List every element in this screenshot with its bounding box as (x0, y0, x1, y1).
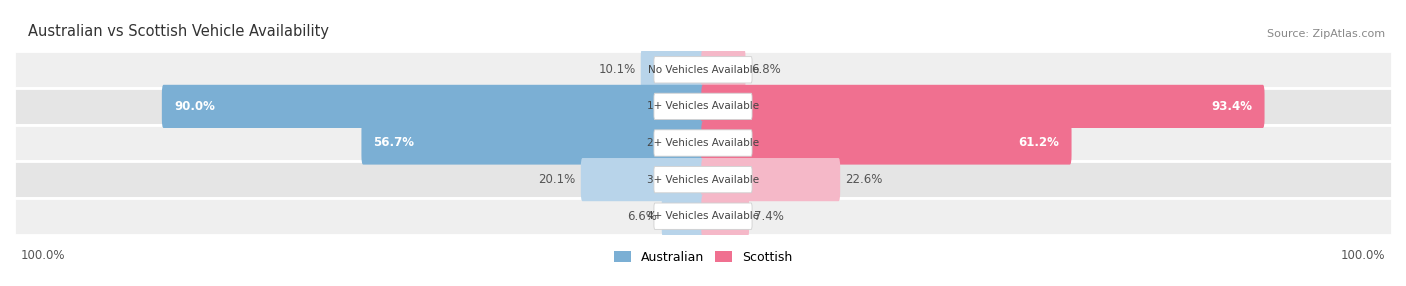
FancyBboxPatch shape (14, 161, 1392, 198)
FancyBboxPatch shape (361, 121, 704, 165)
FancyBboxPatch shape (654, 57, 752, 83)
FancyBboxPatch shape (654, 203, 752, 229)
FancyBboxPatch shape (662, 194, 704, 238)
FancyBboxPatch shape (702, 48, 745, 92)
Text: 100.0%: 100.0% (1340, 249, 1385, 262)
Text: 4+ Vehicles Available: 4+ Vehicles Available (647, 211, 759, 221)
Text: 1+ Vehicles Available: 1+ Vehicles Available (647, 102, 759, 111)
Text: 10.1%: 10.1% (599, 63, 636, 76)
FancyBboxPatch shape (14, 88, 1392, 125)
FancyBboxPatch shape (702, 194, 749, 238)
FancyBboxPatch shape (702, 121, 1071, 165)
Legend: Australian, Scottish: Australian, Scottish (609, 246, 797, 269)
Text: 93.4%: 93.4% (1212, 100, 1253, 113)
Text: 61.2%: 61.2% (1018, 136, 1060, 150)
Text: No Vehicles Available: No Vehicles Available (648, 65, 758, 75)
Text: 90.0%: 90.0% (174, 100, 215, 113)
Text: 56.7%: 56.7% (374, 136, 415, 150)
Text: 22.6%: 22.6% (845, 173, 883, 186)
FancyBboxPatch shape (14, 51, 1392, 88)
Text: 6.8%: 6.8% (751, 63, 780, 76)
Text: 20.1%: 20.1% (538, 173, 575, 186)
FancyBboxPatch shape (654, 166, 752, 193)
FancyBboxPatch shape (14, 198, 1392, 235)
Text: 3+ Vehicles Available: 3+ Vehicles Available (647, 175, 759, 184)
Text: 2+ Vehicles Available: 2+ Vehicles Available (647, 138, 759, 148)
FancyBboxPatch shape (702, 158, 841, 201)
Text: 6.6%: 6.6% (627, 210, 657, 223)
Text: 100.0%: 100.0% (21, 249, 66, 262)
FancyBboxPatch shape (702, 85, 1264, 128)
Text: Australian vs Scottish Vehicle Availability: Australian vs Scottish Vehicle Availabil… (28, 24, 329, 39)
Text: 7.4%: 7.4% (754, 210, 785, 223)
FancyBboxPatch shape (581, 158, 704, 201)
FancyBboxPatch shape (641, 48, 704, 92)
FancyBboxPatch shape (162, 85, 704, 128)
FancyBboxPatch shape (14, 125, 1392, 161)
FancyBboxPatch shape (654, 130, 752, 156)
Text: Source: ZipAtlas.com: Source: ZipAtlas.com (1267, 29, 1385, 39)
FancyBboxPatch shape (654, 93, 752, 120)
